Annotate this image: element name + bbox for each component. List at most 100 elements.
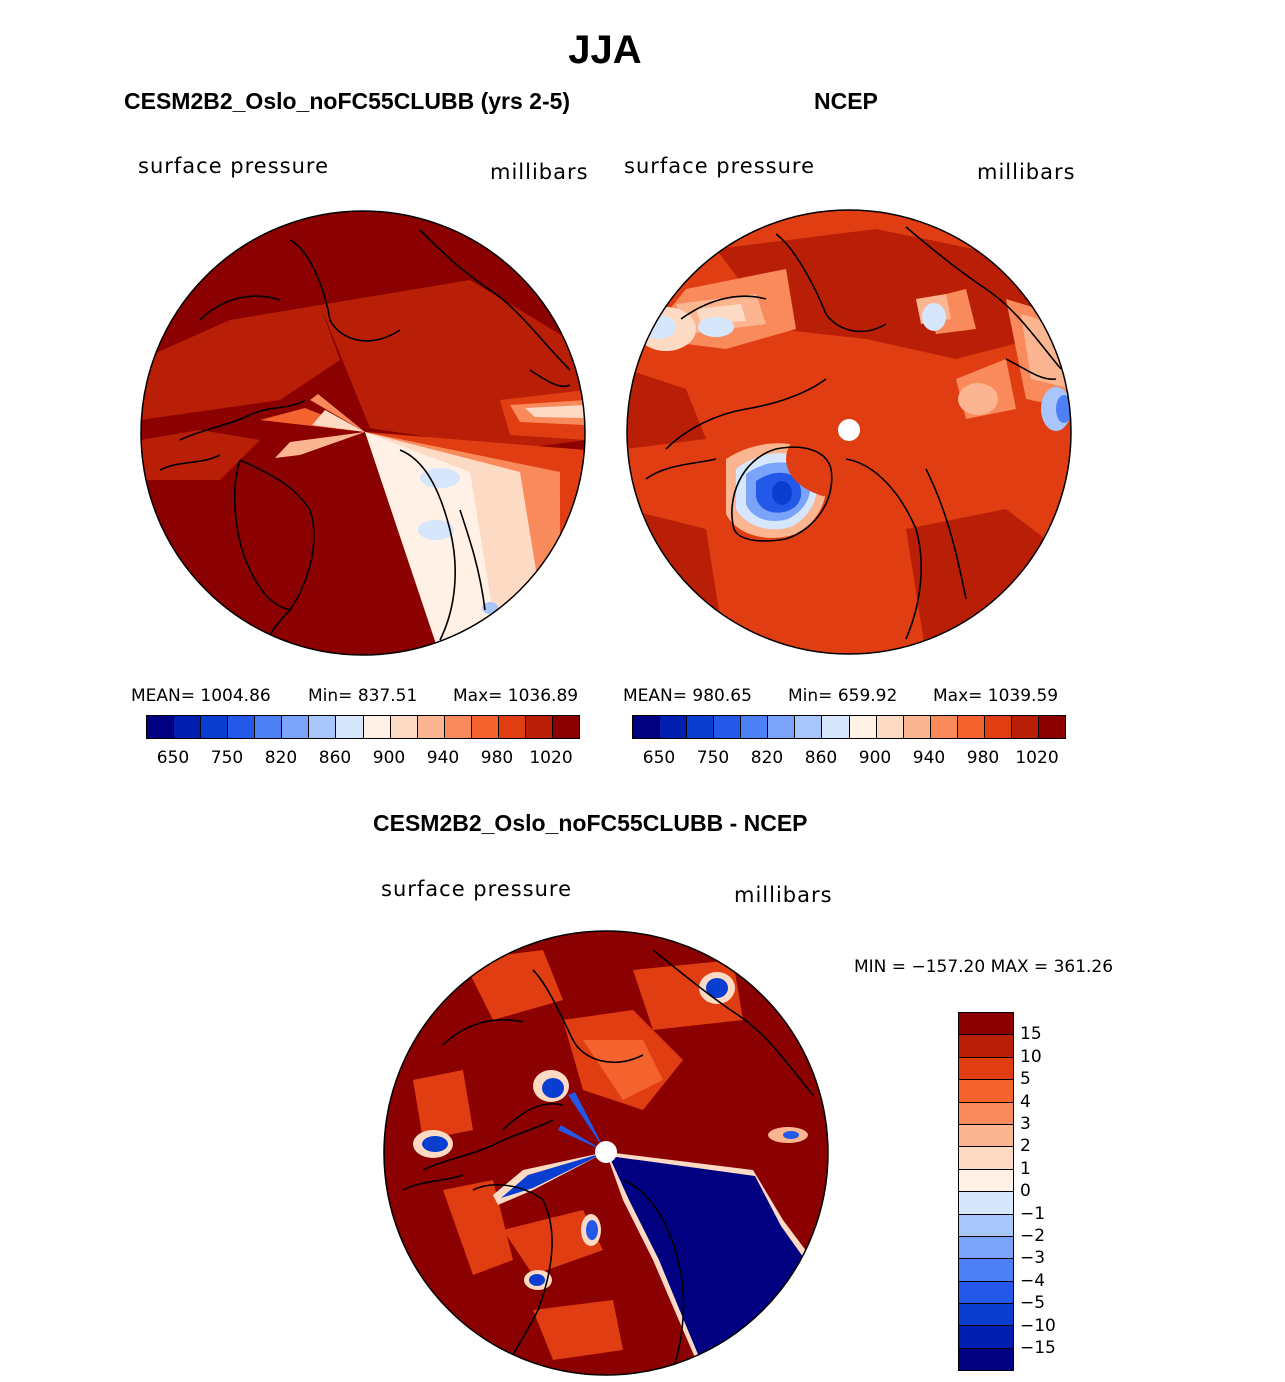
obs-colorbar-swatch [957,716,985,738]
diff-variable-label: surface pressure [381,877,572,901]
obs-colorbar-tick-label: 900 [858,748,892,768]
obs-colorbar-swatch [768,716,796,738]
model-colorbar-swatch [552,716,579,738]
obs-max: Max= 1039.59 [933,686,1059,706]
diff-colorbar-swatch [959,1169,1013,1193]
obs-colorbar-swatch [984,716,1012,738]
obs-colorbar-tick-label: 750 [696,748,730,768]
model-colorbar-swatch [444,716,472,738]
diff-units-label: millibars [734,883,833,907]
diff-colorbar-tick-label: −5 [1020,1293,1046,1314]
model-variable-label: surface pressure [138,154,329,178]
obs-colorbar-tick-label: 860 [804,748,838,768]
diff-colorbar-swatch [959,1236,1013,1260]
obs-polar-map [626,209,1072,655]
model-colorbar-tick-label: 650 [156,748,190,768]
diff-polar-map [383,930,829,1376]
obs-colorbar-swatch [660,716,688,738]
obs-colorbar-tick-label: 820 [750,748,784,768]
model-colorbar-tick-label: 980 [480,748,514,768]
obs-colorbar-tick-label: 650 [642,748,676,768]
main-title: JJA [568,28,642,72]
model-colorbar-tick-label: 750 [210,748,244,768]
diff-colorbar-swatch [959,1259,1013,1282]
diff-colorbar-tick-label: 15 [1020,1024,1042,1045]
obs-colorbar-swatch [849,716,877,738]
diff-colorbar-tick-label: −1 [1020,1203,1046,1224]
model-units-label: millibars [490,160,589,184]
diff-colorbar-swatch [959,1214,1013,1237]
obs-colorbar-tick-label: 940 [912,748,946,768]
model-colorbar-swatch [228,716,256,738]
diff-colorbar-swatch [959,1281,1013,1305]
diff-panel-title: CESM2B2_Oslo_noFC55CLUBB - NCEP [373,810,808,836]
model-max: Max= 1036.89 [453,686,579,706]
model-colorbar-swatch [417,716,445,738]
diff-colorbar-tick-label: 2 [1020,1136,1031,1157]
obs-colorbar-swatch [714,716,742,738]
model-mean: MEAN= 1004.86 [131,686,271,706]
diff-colorbar-tick-label: −15 [1020,1338,1056,1358]
diff-colorbar-swatch [959,1102,1013,1125]
model-colorbar-swatch [525,716,553,738]
diff-colorbar-swatch [959,1147,1013,1170]
model-colorbar-tick-label: 940 [426,748,460,768]
obs-colorbar-swatch [1038,716,1065,738]
obs-mean: MEAN= 980.65 [623,686,752,706]
obs-colorbar-swatch [876,716,904,738]
model-colorbar-swatch [147,716,175,738]
model-colorbar-swatch [174,716,202,738]
obs-colorbar-tick-label: 980 [966,748,1000,768]
diff-colorbar-tick-label: −4 [1020,1270,1046,1291]
diff-colorbar-tick-label: 5 [1020,1069,1031,1090]
obs-colorbar-swatch [795,716,823,738]
model-min: Min= 837.51 [308,686,418,706]
model-colorbar-swatch [309,716,337,738]
model-colorbar-swatch [471,716,499,738]
model-colorbar-tick-label: 1020 [529,748,573,768]
diff-colorbar-tick-label: 10 [1020,1046,1042,1067]
model-polar-map [140,210,586,656]
model-colorbar-tick-label: 820 [264,748,298,768]
obs-min: Min= 659.92 [788,686,898,706]
obs-panel-title: NCEP [814,88,878,114]
obs-colorbar-swatch [1011,716,1039,738]
model-colorbar-swatch [498,716,526,738]
model-colorbar-swatch [363,716,391,738]
obs-colorbar-swatch [930,716,958,738]
diff-colorbar-swatch [959,1035,1013,1058]
diff-colorbar-swatch [959,1192,1013,1215]
obs-units-label: millibars [977,160,1076,184]
model-colorbar [146,715,580,739]
obs-variable-label: surface pressure [624,154,815,178]
diff-colorbar-swatch [959,1348,1013,1371]
diff-colorbar-tick-label: 1 [1020,1158,1031,1179]
model-panel-title: CESM2B2_Oslo_noFC55CLUBB (yrs 2-5) [124,88,571,114]
obs-colorbar-swatch [822,716,850,738]
diff-colorbar [958,1012,1014,1372]
diff-colorbar-swatch [959,1057,1013,1081]
diff-colorbar-swatch [959,1013,1013,1036]
obs-colorbar-swatch [633,716,661,738]
obs-colorbar-swatch [741,716,769,738]
model-colorbar-swatch [255,716,283,738]
model-colorbar-tick-label: 900 [372,748,406,768]
model-colorbar-tick-label: 860 [318,748,352,768]
diff-minmax: MIN = −157.20 MAX = 361.26 [854,957,1114,977]
obs-colorbar-swatch [903,716,931,738]
model-colorbar-swatch [336,716,364,738]
model-colorbar-swatch [201,716,229,738]
obs-colorbar [632,715,1066,739]
diff-colorbar-swatch [959,1080,1013,1103]
diff-colorbar-tick-label: 4 [1020,1091,1031,1112]
diff-colorbar-swatch [959,1124,1013,1148]
model-colorbar-swatch [282,716,310,738]
diff-colorbar-tick-label: −2 [1020,1226,1046,1246]
diff-colorbar-tick-label: −10 [1020,1315,1056,1336]
diff-colorbar-tick-label: 3 [1020,1114,1031,1134]
diff-colorbar-swatch [959,1304,1013,1327]
diff-colorbar-tick-label: 0 [1020,1181,1031,1202]
diff-colorbar-swatch [959,1326,1013,1349]
obs-colorbar-tick-label: 1020 [1015,748,1059,768]
diff-colorbar-tick-label: −3 [1020,1248,1046,1269]
